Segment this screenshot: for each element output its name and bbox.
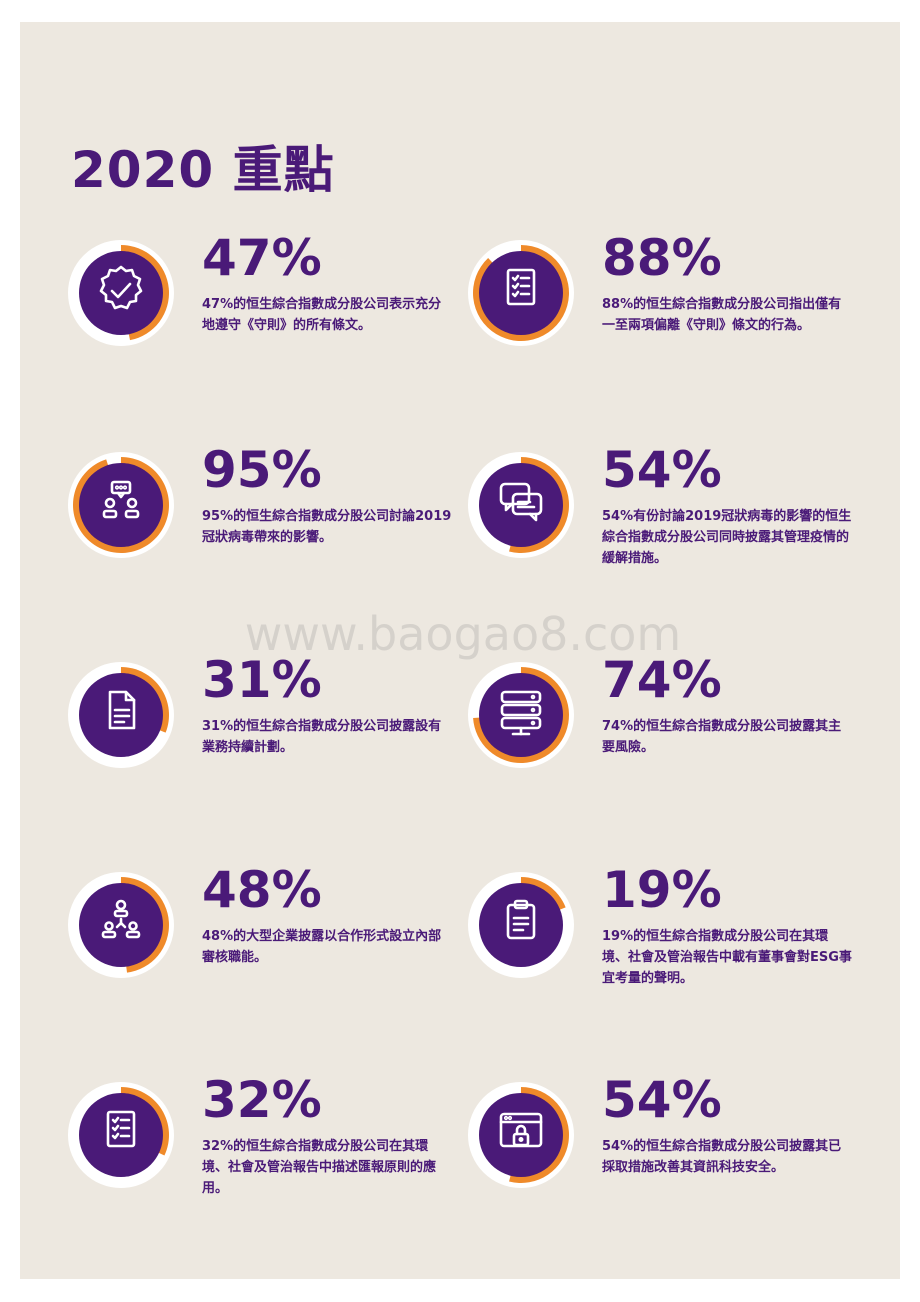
stat-description: 54%的恒生綜合指數成分股公司披露其已採取措施改善其資訊科技安全。 bbox=[602, 1139, 842, 1175]
page-title: 2020 重點 bbox=[71, 141, 335, 199]
progress-ring-graphic bbox=[468, 452, 574, 558]
stat-description: 54%有份討論2019冠狀病毒的影響的恒生綜合指數成分股公司同時披露其管理疫情的… bbox=[602, 509, 852, 566]
stat-card: 54% 54%的恒生綜合指數成分股公司披露其已採取措施改善其資訊科技安全。 bbox=[468, 1071, 868, 1242]
checklist-icon bbox=[106, 1110, 136, 1148]
stat-percent: 47% bbox=[202, 229, 322, 287]
progress-ring bbox=[68, 240, 174, 346]
progress-ring-graphic bbox=[468, 872, 574, 978]
stat-description: 74%的恒生綜合指數成分股公司披露其主要風險。 bbox=[602, 719, 842, 755]
progress-ring-graphic bbox=[68, 872, 174, 978]
stat-card: 54% 54%有份討論2019冠狀病毒的影響的恒生綜合指數成分股公司同時披露其管… bbox=[468, 441, 868, 612]
stat-description: 32%的恒生綜合指數成分股公司在其環境、社會及管治報告中描述匯報原則的應用。 bbox=[202, 1139, 437, 1196]
stat-description: 88%的恒生綜合指數成分股公司指出僅有一至兩項偏離《守則》條文的行為。 bbox=[602, 297, 842, 333]
stat-description: 19%的恒生綜合指數成分股公司在其環境、社會及管治報告中載有董事會對ESG事宜考… bbox=[602, 929, 852, 986]
progress-ring bbox=[68, 1082, 174, 1188]
clipboard-icon bbox=[506, 899, 536, 940]
progress-ring bbox=[468, 662, 574, 768]
progress-ring bbox=[468, 872, 574, 978]
stat-card: 95% 95%的恒生綜合指數成分股公司討論2019冠狀病毒帶來的影響。 bbox=[68, 441, 468, 612]
stat-description: 47%的恒生綜合指數成分股公司表示充分地遵守《守則》的所有條文。 bbox=[202, 297, 442, 333]
stat-percent: 48% bbox=[202, 861, 322, 919]
browser-lock-icon bbox=[499, 1112, 543, 1148]
progress-ring bbox=[68, 452, 174, 558]
stat-percent: 54% bbox=[602, 1071, 722, 1129]
stat-description: 48%的大型企業披露以合作形式設立內部審核職能。 bbox=[202, 929, 442, 965]
checklist-icon bbox=[506, 268, 536, 306]
page-background bbox=[20, 22, 900, 1279]
progress-ring-graphic bbox=[68, 1082, 174, 1188]
stat-card: 47% 47%的恒生綜合指數成分股公司表示充分地遵守《守則》的所有條文。 bbox=[68, 229, 468, 400]
watermark: www.baogao8.com bbox=[244, 607, 682, 661]
stat-description: 31%的恒生綜合指數成分股公司披露設有業務持續計劃。 bbox=[202, 719, 442, 755]
stat-percent: 74% bbox=[602, 651, 722, 709]
progress-ring bbox=[468, 452, 574, 558]
meeting-icon bbox=[102, 480, 140, 519]
stat-card: 48% 48%的大型企業披露以合作形式設立內部審核職能。 bbox=[68, 861, 468, 1032]
stat-description: 95%的恒生綜合指數成分股公司討論2019冠狀病毒帶來的影響。 bbox=[202, 509, 452, 545]
progress-ring-graphic bbox=[68, 662, 174, 768]
progress-ring bbox=[68, 872, 174, 978]
progress-ring bbox=[468, 240, 574, 346]
chat-bubbles-icon bbox=[499, 482, 543, 522]
stat-percent: 31% bbox=[202, 651, 322, 709]
progress-ring-graphic bbox=[468, 662, 574, 768]
stat-percent: 95% bbox=[202, 441, 322, 499]
server-icon bbox=[500, 690, 542, 736]
progress-ring-graphic bbox=[68, 452, 174, 558]
progress-ring-graphic bbox=[468, 1082, 574, 1188]
badge-check-icon bbox=[99, 265, 143, 310]
stat-card: 31% 31%的恒生綜合指數成分股公司披露設有業務持續計劃。 bbox=[68, 651, 468, 822]
document-icon bbox=[108, 690, 136, 730]
progress-ring bbox=[68, 662, 174, 768]
org-chart-icon bbox=[101, 899, 141, 939]
stat-card: 74% 74%的恒生綜合指數成分股公司披露其主要風險。 bbox=[468, 651, 868, 822]
stat-percent: 19% bbox=[602, 861, 722, 919]
stat-card: 88% 88%的恒生綜合指數成分股公司指出僅有一至兩項偏離《守則》條文的行為。 bbox=[468, 229, 868, 400]
stat-card: 19% 19%的恒生綜合指數成分股公司在其環境、社會及管治報告中載有董事會對ES… bbox=[468, 861, 868, 1032]
stat-percent: 32% bbox=[202, 1071, 322, 1129]
progress-ring-graphic bbox=[468, 240, 574, 346]
stat-percent: 54% bbox=[602, 441, 722, 499]
stat-percent: 88% bbox=[602, 229, 722, 287]
progress-ring bbox=[468, 1082, 574, 1188]
stat-card: 32% 32%的恒生綜合指數成分股公司在其環境、社會及管治報告中描述匯報原則的應… bbox=[68, 1071, 468, 1242]
progress-ring-graphic bbox=[68, 240, 174, 346]
